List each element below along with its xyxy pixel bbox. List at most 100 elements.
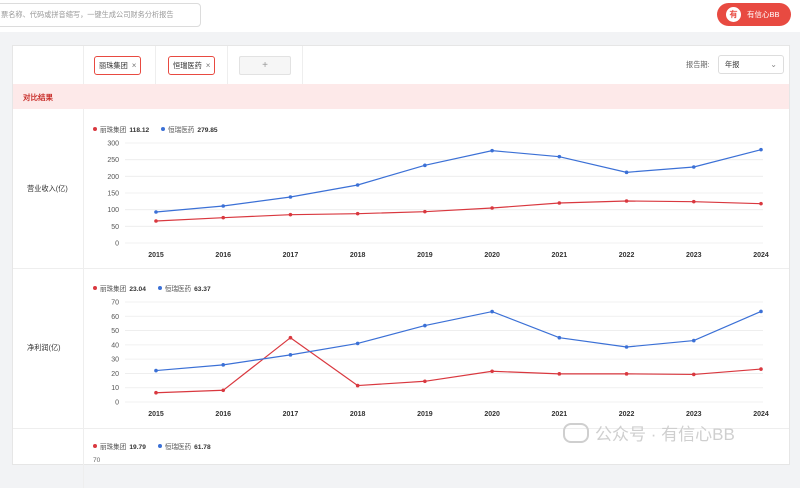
data-point <box>221 388 226 393</box>
data-point <box>759 309 763 314</box>
metric-label-text: 净利润(亿) <box>27 343 61 352</box>
data-point <box>423 163 427 168</box>
wechat-icon <box>563 423 589 443</box>
legend-dot-icon <box>161 127 166 131</box>
data-point <box>221 363 226 367</box>
chevron-down-icon: ⌄ <box>770 60 777 69</box>
legend-name: 丽珠集团 <box>100 286 127 293</box>
result-header: 对比结果 <box>13 84 789 109</box>
y-tick-label: 20 <box>111 371 119 378</box>
y-tick-label: 0 <box>115 400 119 407</box>
brand-logo-icon: 有 <box>726 7 741 22</box>
metric-row-revenue: 营业收入(亿) 丽珠集团 118.12 恒瑞医药 279.85 0 50 100 150 2… <box>13 109 789 269</box>
data-point <box>423 379 427 384</box>
data-point <box>557 201 562 205</box>
x-tick-label: 2024 <box>753 411 769 418</box>
close-icon[interactable]: × <box>205 61 211 70</box>
data-point <box>355 211 360 216</box>
top-bar: 票名称、代码或拼音缩写，一键生成公司财务分析报告 有 有信心BB <box>0 0 800 32</box>
legend-dot-icon <box>93 444 97 448</box>
series-line-2 <box>155 149 762 213</box>
chart-legend: 丽珠集团 19.79 恒瑞医药 61.78 <box>93 441 221 451</box>
series-line-1 <box>155 200 762 222</box>
data-point <box>759 201 763 206</box>
legend-value: 279.85 <box>197 127 218 134</box>
x-tick-label: 2015 <box>148 252 164 259</box>
data-point <box>423 209 427 214</box>
data-point <box>691 165 696 169</box>
y-tick-label: 0 <box>115 241 119 248</box>
metric-row-net-profit: 净利润(亿) 丽珠集团 23.04 恒瑞医药 63.37 0 10 20 30 40 50 60… <box>13 268 789 429</box>
period-label: 报告期: <box>686 60 710 69</box>
data-point <box>624 170 629 175</box>
y-tick-label: 50 <box>111 328 119 335</box>
data-point <box>691 338 696 343</box>
y-tick-label: 30 <box>111 357 119 364</box>
watermark-text: 公众号 · 有信心BB <box>595 425 735 444</box>
x-tick-label: 2019 <box>417 411 433 418</box>
metric-label: 净利润(亿) <box>13 268 84 428</box>
legend-value: 63.37 <box>194 286 211 293</box>
x-tick-label: 2020 <box>484 252 500 259</box>
period-select[interactable]: 年报 ⌄ <box>718 55 784 74</box>
y-tick-label: 60 <box>111 314 119 321</box>
period-value: 年报 <box>725 60 740 69</box>
chart-legend: 丽珠集团 118.12 恒瑞医药 279.85 <box>93 124 228 134</box>
legend-value: 61.78 <box>194 444 211 451</box>
legend-dot-icon <box>93 286 97 290</box>
data-point <box>557 335 562 340</box>
add-company-button[interactable]: + <box>239 56 291 75</box>
close-icon[interactable]: × <box>131 61 137 70</box>
data-point <box>288 335 293 340</box>
y-tick-label: 300 <box>107 141 119 148</box>
x-tick-label: 2023 <box>686 411 702 418</box>
x-tick-label: 2018 <box>350 252 366 259</box>
data-point <box>759 367 763 371</box>
y-tick-label: 250 <box>107 157 119 164</box>
data-point <box>154 219 158 223</box>
result-title: 对比结果 <box>23 93 53 102</box>
legend-value: 118.12 <box>129 127 150 134</box>
legend-name: 丽珠集团 <box>100 127 127 134</box>
data-point <box>423 323 427 328</box>
data-point <box>355 341 360 346</box>
metric-label: 营业收入(亿) <box>13 109 84 268</box>
y-tick-label: 70 <box>111 300 119 307</box>
x-tick-label: 2016 <box>215 252 231 259</box>
data-point <box>355 183 360 187</box>
legend-dot-icon <box>157 444 162 448</box>
axis-tick-label: 70 <box>93 457 101 464</box>
chart-legend: 丽珠集团 23.04 恒瑞医药 63.37 <box>93 283 221 293</box>
x-tick-label: 2018 <box>350 411 366 418</box>
data-point <box>288 195 293 199</box>
x-tick-label: 2015 <box>148 411 164 418</box>
x-tick-label: 2020 <box>484 411 500 418</box>
row-header-empty <box>13 46 84 84</box>
data-point <box>557 372 562 376</box>
legend-name: 丽珠集团 <box>100 444 127 451</box>
y-tick-label: 40 <box>111 342 119 349</box>
company-chip-2[interactable]: 恒瑞医药 × <box>168 56 216 75</box>
watermark: 公众号 · 有信心BB <box>563 420 735 445</box>
data-point <box>221 204 226 208</box>
company-chip-1[interactable]: 丽珠集团 × <box>94 56 142 75</box>
brand-button[interactable]: 有 有信心BB <box>717 3 791 26</box>
divider <box>227 46 228 84</box>
legend-name: 恒瑞医药 <box>168 127 195 134</box>
data-point <box>288 353 293 357</box>
x-tick-label: 2019 <box>417 252 433 259</box>
data-point <box>691 372 696 377</box>
legend-value: 19.79 <box>129 444 146 451</box>
search-input[interactable]: 票名称、代码或拼音缩写，一键生成公司财务分析报告 <box>0 3 201 27</box>
series-line-1 <box>155 336 762 394</box>
divider <box>155 46 156 84</box>
x-tick-label: 2017 <box>283 252 299 259</box>
y-tick-label: 50 <box>111 224 119 231</box>
data-point <box>490 148 494 153</box>
y-tick-label: 200 <box>107 174 119 181</box>
data-point <box>624 345 629 349</box>
net-profit-line-chart: 0 10 20 30 40 50 60 70 2015 2016 2017 2018 2019 2020 2… <box>111 300 769 419</box>
data-point <box>557 154 562 159</box>
data-point <box>154 368 158 373</box>
data-point <box>355 383 360 388</box>
